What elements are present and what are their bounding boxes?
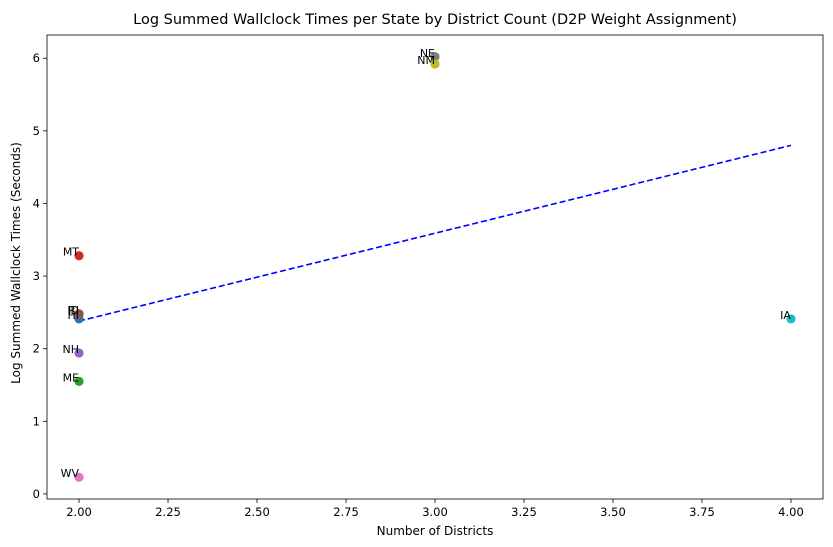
x-tick-label: 3.75 <box>689 505 715 519</box>
point-label: NH <box>63 343 80 356</box>
x-tick-label: 3.25 <box>511 505 537 519</box>
y-tick-label: 0 <box>33 487 40 501</box>
point-label: RI <box>68 304 79 317</box>
y-tick-label: 4 <box>33 196 40 210</box>
x-tick-label: 2.75 <box>333 505 359 519</box>
plot-frame <box>46 34 824 500</box>
data-point <box>74 472 84 482</box>
point-label: NE <box>420 47 435 60</box>
y-tick-label: 6 <box>33 51 40 65</box>
x-tick-label: 3.50 <box>600 505 626 519</box>
chart-title: Log Summed Wallclock Times per State by … <box>133 12 737 28</box>
point-label: HI <box>68 309 80 322</box>
y-tick-label: 2 <box>33 342 40 356</box>
point-label: NM <box>417 54 435 67</box>
data-point <box>74 348 84 358</box>
data-point <box>74 251 84 261</box>
x-tick-label: 4.00 <box>778 505 804 519</box>
y-tick-label: 5 <box>33 124 40 138</box>
data-point <box>786 314 796 324</box>
plot-area: 2.00 2.25 2.50 2.75 3.00 3.25 3.50 3.75 4.00 0 1 2 3… <box>33 34 824 519</box>
x-tick-label: 3.00 <box>422 505 448 519</box>
data-point <box>430 59 440 69</box>
data-point <box>430 52 440 62</box>
point-label: WV <box>61 467 80 480</box>
point-label: MT <box>63 246 79 259</box>
y-tick-label: 1 <box>33 414 40 428</box>
x-tick-label: 2.25 <box>155 505 181 519</box>
point-label: ME <box>63 371 79 384</box>
x-tick-label: 2.00 <box>66 505 92 519</box>
x-tick-label: 2.50 <box>244 505 270 519</box>
point-label: ID <box>67 304 79 317</box>
x-axis-label: Number of Districts <box>377 524 494 538</box>
data-point <box>74 309 84 319</box>
y-tick-label: 3 <box>33 269 40 283</box>
trendline <box>78 144 792 322</box>
point-label: IA <box>780 309 791 322</box>
y-axis-label: Log Summed Wallclock Times (Seconds) <box>9 142 23 384</box>
data-point <box>74 376 84 386</box>
